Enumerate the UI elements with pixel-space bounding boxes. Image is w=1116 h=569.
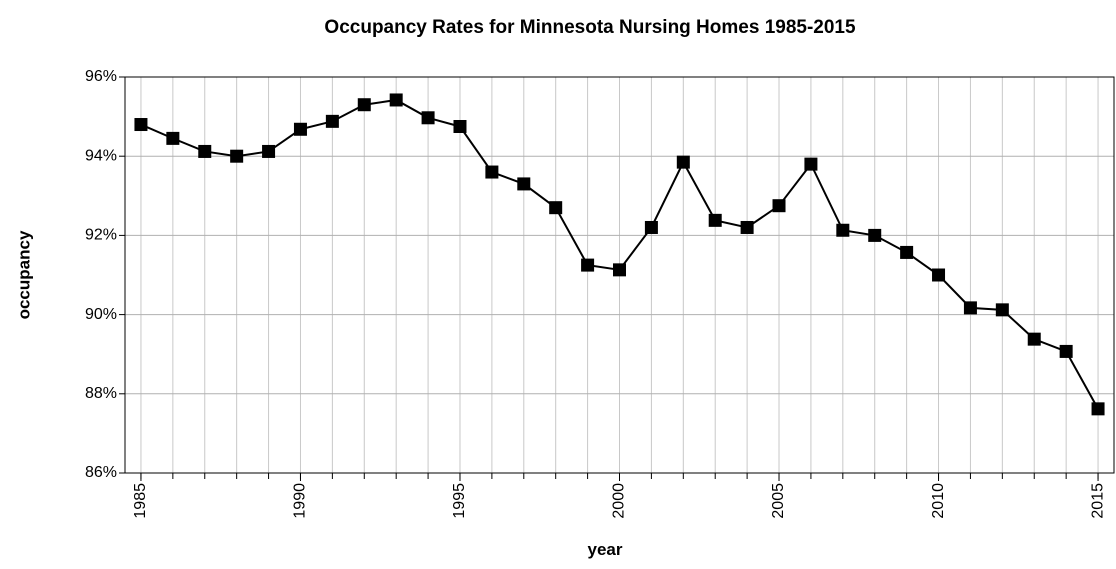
y-tick-label: 94% bbox=[85, 147, 117, 164]
marker bbox=[1059, 344, 1073, 358]
marker bbox=[581, 258, 595, 272]
y-tick-label: 88% bbox=[85, 385, 117, 402]
marker bbox=[325, 114, 339, 128]
x-tick-label: 2015 bbox=[1089, 483, 1106, 519]
marker bbox=[134, 118, 148, 132]
marker bbox=[293, 122, 307, 136]
marker bbox=[453, 120, 467, 133]
marker bbox=[868, 228, 882, 242]
marker bbox=[613, 263, 626, 277]
marker bbox=[740, 220, 754, 234]
marker bbox=[1027, 332, 1041, 346]
marker bbox=[836, 223, 850, 237]
marker bbox=[230, 149, 244, 163]
marker bbox=[485, 165, 499, 179]
marker bbox=[1091, 402, 1105, 416]
marker bbox=[644, 220, 658, 234]
plot-frame bbox=[124, 76, 1115, 474]
marker bbox=[932, 268, 946, 282]
x-tick-label: 2005 bbox=[770, 483, 787, 519]
marker bbox=[517, 177, 531, 191]
marker bbox=[549, 201, 563, 215]
marker bbox=[804, 157, 818, 171]
marker bbox=[708, 213, 722, 227]
marker bbox=[995, 303, 1009, 317]
marker bbox=[262, 144, 276, 158]
marker bbox=[389, 93, 403, 107]
x-tick-label: 1985 bbox=[132, 483, 149, 519]
x-tick-label: 2000 bbox=[611, 483, 628, 519]
y-tick-label: 90% bbox=[85, 306, 117, 323]
y-tick-label: 92% bbox=[85, 227, 117, 244]
x-tick-label: 2010 bbox=[930, 483, 947, 519]
y-tick-label: 86% bbox=[85, 464, 117, 481]
marker bbox=[676, 155, 690, 169]
marker bbox=[900, 245, 914, 259]
marker bbox=[166, 131, 180, 145]
marker bbox=[198, 144, 212, 158]
y-axis-label: occupancy bbox=[14, 230, 33, 319]
marker bbox=[772, 199, 786, 213]
y-tick-label: 96% bbox=[85, 68, 117, 85]
marker bbox=[357, 98, 371, 112]
marker bbox=[963, 301, 977, 315]
marker bbox=[421, 111, 435, 125]
chart-title: Occupancy Rates for Minnesota Nursing Ho… bbox=[324, 17, 856, 38]
x-axis-label: year bbox=[588, 540, 623, 559]
x-tick-label: 1990 bbox=[292, 483, 309, 519]
x-tick-label: 1995 bbox=[451, 483, 468, 519]
